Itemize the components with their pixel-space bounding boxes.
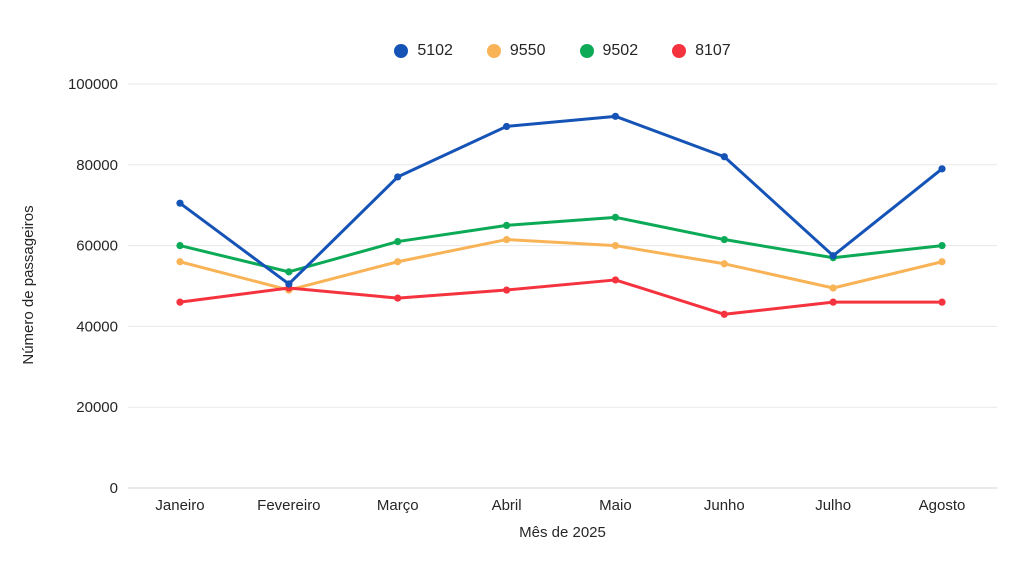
legend-label-9502: 9502 (602, 42, 639, 59)
data-point-9550-Agosto (938, 258, 946, 266)
data-point-9550-Julho (829, 284, 837, 292)
legend-label-9550: 9550 (509, 42, 546, 59)
data-point-9550-Maio (611, 242, 620, 250)
legend-marker-5102 (394, 44, 409, 58)
data-point-5102-Maio (611, 112, 620, 120)
y-tick-label: 40000 (76, 318, 118, 335)
data-point-5102-Agosto (938, 165, 946, 173)
y-tick-label: 80000 (76, 157, 118, 174)
x-tick-label: Março (377, 497, 419, 514)
x-tick-label: Julho (815, 497, 851, 514)
data-point-8107-Agosto (938, 298, 946, 306)
x-tick-label: Fevereiro (257, 497, 320, 514)
data-point-9502-Março (394, 237, 402, 246)
legend-item-9502[interactable]: 9502 (579, 42, 639, 59)
data-point-8107-Junho (720, 310, 728, 318)
legend-item-9550[interactable]: 9550 (486, 42, 546, 59)
series-line-5102 (178, 114, 944, 286)
y-tick-label: 60000 (76, 238, 118, 255)
data-point-9550-Janeiro (176, 258, 184, 266)
legend-label-8107: 8107 (695, 42, 731, 59)
x-tick-label: Abril (492, 497, 522, 514)
y-tick-label: 100000 (68, 76, 118, 93)
data-point-9502-Fevereiro (285, 268, 293, 276)
x-tick-label: Junho (704, 497, 745, 514)
legend-marker-9502 (579, 44, 594, 58)
series-line-9550 (178, 238, 944, 292)
legend-item-5102[interactable]: 5102 (394, 43, 453, 59)
data-point-9550-Abril (502, 235, 511, 244)
data-point-9550-Junho (720, 260, 728, 268)
y-tick-label: 20000 (76, 399, 118, 416)
data-point-8107-Janeiro (176, 298, 184, 306)
x-tick-label: Agosto (919, 497, 966, 514)
data-point-5102-Janeiro (176, 199, 184, 207)
data-point-5102-Junho (720, 153, 728, 161)
data-point-8107-Maio (611, 276, 620, 284)
data-point-9550-Março (394, 258, 402, 266)
series-line-9502 (178, 215, 944, 274)
data-point-5102-Abril (502, 122, 511, 131)
data-point-9502-Agosto (938, 242, 946, 250)
y-axis-title: Número de passageiros (20, 205, 37, 364)
legend-label-5102: 5102 (417, 42, 453, 59)
legend-item-8107[interactable]: 8107 (672, 43, 731, 59)
x-tick-label: Maio (599, 497, 632, 514)
y-tick-label: 0 (110, 480, 118, 497)
x-axis-title: Mês de 2025 (519, 524, 606, 541)
data-point-8107-Julho (829, 298, 837, 306)
data-point-9502-Janeiro (176, 242, 184, 250)
series-line-8107 (178, 278, 944, 316)
data-point-5102-Fevereiro (285, 280, 293, 288)
data-point-8107-Março (394, 294, 402, 302)
legend-marker-8107 (672, 44, 687, 58)
data-point-9502-Abril (502, 221, 511, 229)
data-point-8107-Abril (502, 286, 511, 294)
data-point-5102-Março (394, 173, 402, 181)
chart-legend: 5102 9550 9502 8107 (128, 40, 997, 62)
data-point-5102-Julho (829, 252, 837, 260)
data-point-9502-Junho (720, 235, 728, 244)
data-point-9502-Maio (611, 213, 620, 221)
x-tick-label: Janeiro (155, 497, 204, 514)
legend-marker-9550 (486, 44, 501, 58)
